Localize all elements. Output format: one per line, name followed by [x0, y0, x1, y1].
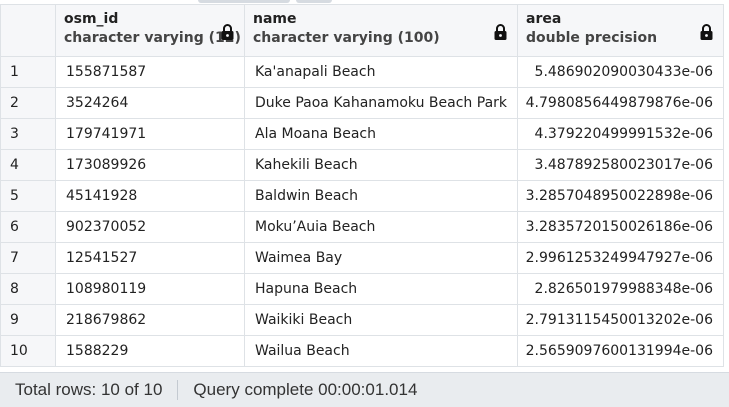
row-number[interactable]: 5 — [0, 180, 56, 212]
table-row[interactable]: 7 12541527 Waimea Bay 2.9961253249947927… — [0, 242, 724, 274]
row-number[interactable]: 4 — [0, 149, 56, 181]
cell-name[interactable]: Wailua Beach — [244, 335, 518, 367]
row-number[interactable]: 7 — [0, 242, 56, 274]
column-name: osm_id — [64, 11, 119, 27]
column-type: double precision — [526, 30, 658, 46]
column-name: area — [526, 11, 562, 27]
cell-area[interactable]: 4.379220499991532e-06 — [517, 118, 724, 150]
cell-osm-id[interactable]: 218679862 — [55, 304, 245, 336]
row-number-header[interactable] — [0, 4, 56, 57]
cell-osm-id[interactable]: 179741971 — [55, 118, 245, 150]
column-header-name[interactable]: name character varying (100) — [244, 4, 518, 57]
cell-name[interactable]: Waikiki Beach — [244, 304, 518, 336]
table-row[interactable]: 5 45141928 Baldwin Beach 3.2857048950022… — [0, 180, 724, 212]
cell-osm-id[interactable]: 12541527 — [55, 242, 245, 274]
cell-area[interactable]: 5.486902090030433e-06 — [517, 56, 724, 88]
table-row[interactable]: 8 108980119 Hapuna Beach 2.8265019799883… — [0, 273, 724, 305]
table-row[interactable]: 1 155871587 Ka'anapali Beach 5.486902090… — [0, 56, 724, 88]
cell-area[interactable]: 4.7980856449879876e-06 — [517, 87, 724, 119]
total-rows-status: Total rows: 10 of 10 — [0, 380, 179, 400]
cell-osm-id[interactable]: 108980119 — [55, 273, 245, 305]
results-grid: osm_id character varying (12) name chara… — [0, 4, 724, 367]
column-name: name — [253, 11, 297, 27]
cell-area[interactable]: 2.5659097600131994e-06 — [517, 335, 724, 367]
lock-icon — [494, 24, 507, 40]
status-bar: Total rows: 10 of 10 Query complete 00:0… — [0, 372, 729, 407]
column-type: character varying (12) — [64, 30, 241, 46]
column-header-osm-id[interactable]: osm_id character varying (12) — [55, 4, 245, 57]
lock-icon — [221, 24, 234, 40]
cell-area[interactable]: 3.2857048950022898e-06 — [517, 180, 724, 212]
lock-icon — [700, 24, 713, 40]
cell-name[interactable]: Hapuna Beach — [244, 273, 518, 305]
cell-osm-id[interactable]: 155871587 — [55, 56, 245, 88]
cell-area[interactable]: 2.9961253249947927e-06 — [517, 242, 724, 274]
cell-osm-id[interactable]: 173089926 — [55, 149, 245, 181]
row-number[interactable]: 3 — [0, 118, 56, 150]
row-number[interactable]: 10 — [0, 335, 56, 367]
query-complete-status: Query complete 00:00:01.014 — [193, 380, 418, 399]
cell-name[interactable]: Kahekili Beach — [244, 149, 518, 181]
row-number[interactable]: 1 — [0, 56, 56, 88]
row-number[interactable]: 9 — [0, 304, 56, 336]
cell-area[interactable]: 2.826501979988348e-06 — [517, 273, 724, 305]
row-number[interactable]: 2 — [0, 87, 56, 119]
cell-name[interactable]: Waimea Bay — [244, 242, 518, 274]
row-number[interactable]: 8 — [0, 273, 56, 305]
cell-area[interactable]: 2.7913115450013202e-06 — [517, 304, 724, 336]
cell-name[interactable]: Duke Paoa Kahanamoku Beach Park — [244, 87, 518, 119]
cell-name[interactable]: Baldwin Beach — [244, 180, 518, 212]
cell-osm-id[interactable]: 45141928 — [55, 180, 245, 212]
row-number[interactable]: 6 — [0, 211, 56, 243]
table-row[interactable]: 9 218679862 Waikiki Beach 2.791311545001… — [0, 304, 724, 336]
top-strip — [0, 0, 729, 5]
cell-osm-id[interactable]: 902370052 — [55, 211, 245, 243]
cell-name[interactable]: Moku’Auia Beach — [244, 211, 518, 243]
table-row[interactable]: 10 1588229 Wailua Beach 2.56590976001319… — [0, 335, 724, 367]
cell-area[interactable]: 3.2835720150026186e-06 — [517, 211, 724, 243]
cell-osm-id[interactable]: 3524264 — [55, 87, 245, 119]
cell-name[interactable]: Ka'anapali Beach — [244, 56, 518, 88]
column-type: character varying (100) — [253, 30, 440, 46]
tab-stub — [198, 0, 290, 3]
table-row[interactable]: 3 179741971 Ala Moana Beach 4.3792204999… — [0, 118, 724, 150]
header-row: osm_id character varying (12) name chara… — [0, 4, 724, 57]
table-row[interactable]: 6 902370052 Moku’Auia Beach 3.2835720150… — [0, 211, 724, 243]
cell-area[interactable]: 3.487892580023017e-06 — [517, 149, 724, 181]
cell-name[interactable]: Ala Moana Beach — [244, 118, 518, 150]
tab-stub — [296, 0, 332, 3]
table-row[interactable]: 2 3524264 Duke Paoa Kahanamoku Beach Par… — [0, 87, 724, 119]
column-header-area[interactable]: area double precision — [517, 4, 724, 57]
cell-osm-id[interactable]: 1588229 — [55, 335, 245, 367]
table-row[interactable]: 4 173089926 Kahekili Beach 3.48789258002… — [0, 149, 724, 181]
